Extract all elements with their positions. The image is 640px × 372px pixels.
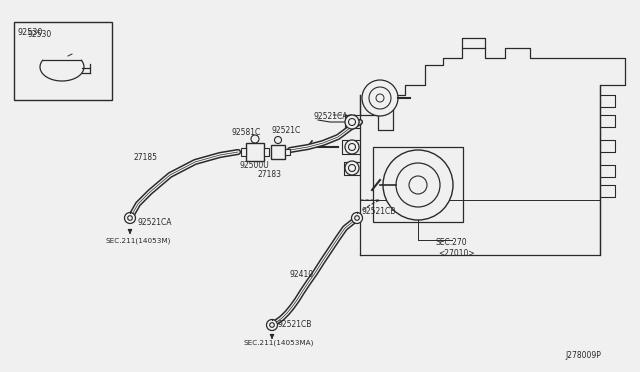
Circle shape	[125, 212, 136, 224]
Text: 92410: 92410	[290, 270, 314, 279]
Circle shape	[266, 320, 278, 330]
Circle shape	[376, 94, 384, 102]
Bar	[373, 147, 463, 222]
Text: 92521CB: 92521CB	[362, 207, 396, 216]
Bar	[271, 145, 285, 159]
Circle shape	[251, 135, 259, 143]
Circle shape	[362, 80, 398, 116]
Circle shape	[128, 216, 132, 220]
Text: SEC.211(14053MA): SEC.211(14053MA)	[244, 339, 314, 346]
Circle shape	[50, 61, 70, 81]
Circle shape	[396, 163, 440, 207]
Text: 92500U: 92500U	[240, 161, 269, 170]
Circle shape	[349, 119, 355, 125]
Text: 92581C: 92581C	[232, 128, 261, 137]
Circle shape	[55, 66, 65, 76]
Text: SEC.211(14053M): SEC.211(14053M)	[105, 237, 170, 244]
Bar	[264, 148, 269, 156]
Text: 92530: 92530	[18, 28, 44, 37]
Circle shape	[269, 323, 275, 327]
Bar	[241, 148, 246, 156]
Text: 92521CA: 92521CA	[138, 218, 173, 227]
Circle shape	[349, 144, 355, 151]
Circle shape	[409, 176, 427, 194]
Circle shape	[345, 161, 359, 175]
Text: SEC.270: SEC.270	[435, 238, 467, 247]
Circle shape	[345, 140, 359, 154]
Bar	[14, 22, 112, 100]
Circle shape	[345, 115, 359, 129]
Circle shape	[351, 212, 362, 224]
Text: 92521C: 92521C	[272, 126, 301, 135]
Circle shape	[369, 87, 391, 109]
Text: 92530: 92530	[28, 30, 52, 39]
Circle shape	[355, 216, 359, 220]
Text: <27010>: <27010>	[438, 249, 475, 258]
Text: J278009P: J278009P	[565, 351, 601, 360]
Text: 92521CB: 92521CB	[278, 320, 312, 329]
Bar	[285, 149, 290, 155]
Text: 27183: 27183	[258, 170, 282, 179]
Circle shape	[349, 164, 355, 171]
Bar	[246, 143, 264, 161]
Text: 92521CA: 92521CA	[313, 112, 348, 121]
Text: 27185: 27185	[133, 153, 157, 162]
Circle shape	[275, 137, 282, 144]
Circle shape	[383, 150, 453, 220]
Circle shape	[58, 69, 62, 73]
